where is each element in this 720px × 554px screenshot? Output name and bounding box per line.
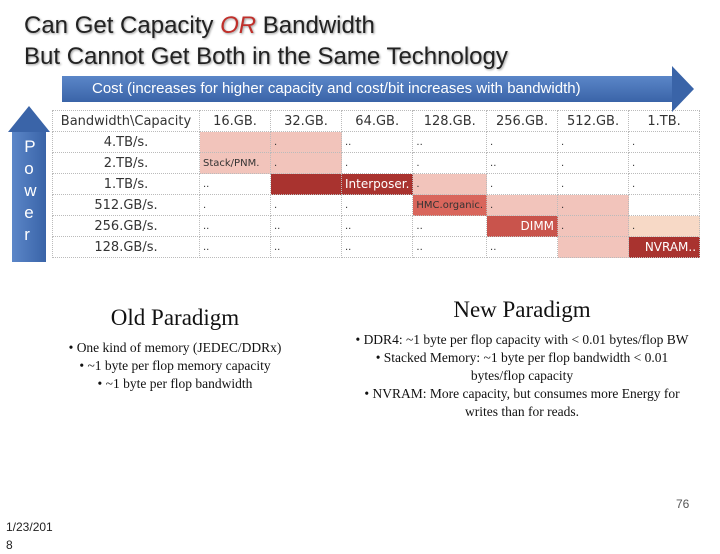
table-cell: . (270, 131, 342, 153)
table-cell: . (270, 194, 342, 216)
cost-arrow: Cost (increases for higher capacity and … (62, 76, 674, 102)
table-cell: . (557, 173, 630, 195)
table-cell (270, 173, 342, 195)
table-cell: .. (340, 131, 414, 153)
bullet: One kind of memory (JEDEC/DDRx) (20, 339, 330, 357)
table-cell: .. (412, 215, 488, 237)
header-cell: 64.GB. (340, 110, 414, 132)
bullet: NVRAM: More capacity, but consumes more … (352, 385, 692, 421)
page-number: 76 (676, 497, 690, 511)
table-cell: . (412, 152, 488, 174)
bullet: ~1 byte per flop bandwidth (20, 375, 330, 393)
row-label: 1.TB/s. (52, 173, 200, 195)
table-cell: . (628, 173, 701, 195)
table-cell: . (557, 194, 630, 216)
table-cell: . (628, 152, 701, 174)
table-cell: . (199, 194, 271, 216)
table-cell: . (557, 131, 630, 153)
table-row: 1.TB/s... Interposer..... (52, 173, 701, 195)
date: 1/23/2018 (6, 520, 53, 552)
table-cell: . (628, 215, 701, 237)
table-cell: .. (486, 152, 559, 174)
bullet-list: DDR4: ~1 byte per flop capacity with < 0… (352, 331, 692, 421)
table-cell: . (557, 152, 630, 174)
header-cell: Bandwidth\Capacity (52, 110, 200, 132)
bullet: Stacked Memory: ~1 byte per flop bandwid… (352, 349, 692, 385)
table-cell: NVRAM.. (628, 236, 701, 258)
table-cell: . (557, 215, 630, 237)
table-cell: . (486, 173, 559, 195)
heading: Old Paradigm (110, 305, 240, 330)
table-row: 512.GB/s.... HMC.organic... (52, 194, 701, 216)
table-cell: .. (340, 236, 414, 258)
row-label: 128.GB/s. (52, 236, 200, 258)
table-cell: . (412, 173, 488, 195)
title-text: Can Get Capacity (24, 12, 221, 39)
header-cell: 128.GB. (412, 110, 488, 132)
memory-table: Bandwidth\Capacity 16.GB. 32.GB. 64.GB. 128.… (52, 110, 701, 258)
new-paradigm: New Paradigm DDR4: ~1 byte per flop capa… (352, 297, 692, 421)
table-cell: . (270, 152, 342, 174)
row-label: 2.TB/s. (52, 152, 200, 174)
table-cell: HMC.organic. (412, 194, 488, 216)
table-cell: . (486, 131, 559, 153)
table-row: 4.TB/s......... (52, 131, 701, 153)
table-cell: .. (486, 236, 559, 258)
table-row: 2.TB/s. Stack/PNM........ (52, 152, 701, 174)
header-cell: 32.GB. (270, 110, 342, 132)
arrow-head (8, 106, 50, 132)
row-label: 4.TB/s. (52, 131, 200, 153)
table-cell (199, 131, 271, 153)
table-cell: Stack/PNM. (199, 152, 271, 174)
table-cell: .. (199, 215, 271, 237)
title-emphasis: OR (220, 12, 257, 39)
table-cell: . (486, 194, 559, 216)
header-cell: 1.TB. (628, 110, 701, 132)
arrow-head (672, 66, 694, 112)
table-cell: .. (270, 236, 342, 258)
table-cell: .. (270, 215, 342, 237)
table-cell: Interposer. (340, 173, 414, 195)
title-text: Bandwidth (256, 12, 375, 39)
table-cell (628, 194, 701, 216)
header-row: Bandwidth\Capacity 16.GB. 32.GB. 64.GB. 128.… (52, 110, 701, 132)
table-cell: .. (340, 215, 414, 237)
table-row: 128.GB/s........... NVRAM.. (52, 236, 701, 258)
table-cell: .. (199, 236, 271, 258)
table-row: 256.GB/s......... DIMM.. (52, 215, 701, 237)
bullet: ~1 byte per flop memory capacity (20, 357, 330, 375)
title-text: But Cannot Get Both in the Same Technolo… (24, 43, 508, 70)
bullet: DDR4: ~1 byte per flop capacity with < 0… (352, 331, 692, 349)
row-label: 512.GB/s. (52, 194, 200, 216)
slide: Can Get Capacity OR Bandwidth But Cannot… (0, 0, 720, 540)
table-cell: .. (412, 236, 488, 258)
heading: New Paradigm (453, 297, 591, 322)
table-cell: . (628, 131, 701, 153)
bullet-list: One kind of memory (JEDEC/DDRx)~1 byte p… (20, 339, 330, 393)
row-label: 256.GB/s. (52, 215, 200, 237)
table-cell (557, 236, 630, 258)
table-cell: . (340, 152, 414, 174)
power-arrow: Power (12, 132, 46, 262)
header-cell: 16.GB. (199, 110, 271, 132)
table-cell: .. (199, 173, 271, 195)
table-cell: . (340, 194, 414, 216)
header-cell: 256.GB. (486, 110, 559, 132)
table-cell: .. (412, 131, 488, 153)
power-label: Power (24, 137, 37, 244)
title: Can Get Capacity OR Bandwidth But Cannot… (24, 10, 508, 72)
old-paradigm: Old Paradigm One kind of memory (JEDEC/D… (20, 305, 330, 393)
header-cell: 512.GB. (557, 110, 630, 132)
table-cell: DIMM (486, 215, 559, 237)
